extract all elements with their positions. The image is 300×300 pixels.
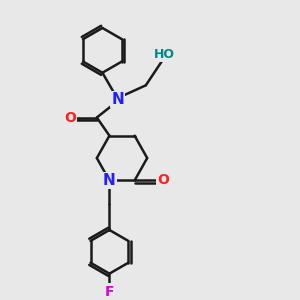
Text: F: F bbox=[105, 285, 114, 299]
Text: O: O bbox=[64, 110, 76, 124]
Text: HO: HO bbox=[154, 48, 175, 61]
Text: O: O bbox=[157, 173, 169, 188]
Text: N: N bbox=[103, 173, 116, 188]
Text: N: N bbox=[111, 92, 124, 107]
